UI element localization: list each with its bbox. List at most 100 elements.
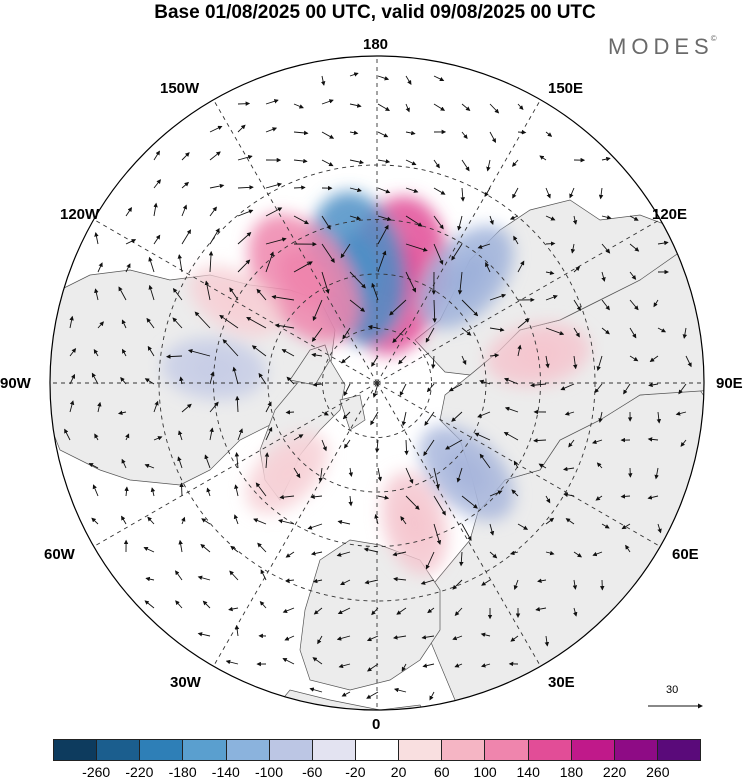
wind-vector-arrow <box>117 410 127 415</box>
wind-vector-arrow <box>209 151 221 161</box>
wind-vector-arrow <box>461 159 470 172</box>
colorbar-cell <box>182 740 226 760</box>
wind-vector-arrow <box>503 431 519 441</box>
wind-vector-arrow <box>374 513 379 525</box>
colorbar-cell <box>139 740 183 760</box>
wind-vector-arrow <box>88 463 99 469</box>
wind-vector-arrow <box>293 434 304 441</box>
wind-vector-arrow <box>209 206 217 217</box>
wind-vector-arrow <box>377 159 391 164</box>
wind-vector-arrow <box>629 355 639 362</box>
wind-vector-arrow <box>545 495 551 504</box>
wind-vector-arrow <box>237 209 254 217</box>
wind-vector-arrow <box>340 243 351 259</box>
wind-vector-arrow <box>400 515 407 525</box>
wind-vector-arrow <box>237 124 246 133</box>
wind-vector-arrow <box>448 383 463 392</box>
wind-vector-arrow <box>197 632 211 637</box>
wind-vector-arrow <box>433 187 446 195</box>
wind-vector-arrow <box>503 377 519 385</box>
wind-vector-arrow <box>535 606 547 612</box>
colorbar-tick-label: -140 <box>211 764 240 780</box>
wind-vector-arrow <box>538 463 547 469</box>
wind-vector-arrow <box>530 382 547 388</box>
wind-vector-arrow <box>349 72 359 77</box>
colorbar-cell <box>96 740 140 760</box>
wind-vector-arrow <box>657 523 662 534</box>
wind-vector-arrow <box>321 215 331 230</box>
wind-vector-arrow <box>204 280 211 301</box>
wind-vector-arrow <box>321 411 329 416</box>
wind-vector-arrow <box>454 607 463 616</box>
wind-vector-arrow <box>175 570 183 581</box>
wind-vector-arrow <box>265 207 283 217</box>
brand-text: MODES <box>608 34 714 59</box>
wind-vector-arrow <box>392 551 407 557</box>
wind-vector-arrow <box>233 514 239 525</box>
wind-vector-arrow <box>451 411 463 422</box>
colorbar-cell <box>484 740 528 760</box>
wind-vector-arrow <box>124 486 129 497</box>
wind-vector-arrow <box>147 516 155 525</box>
wind-vector-arrow <box>237 154 253 161</box>
wind-vector-arrow <box>93 348 99 357</box>
wind-vector-arrow <box>293 185 306 190</box>
wind-vector-arrow <box>563 466 575 472</box>
wind-vector-arrow <box>237 185 254 190</box>
colorbar-tick-label: -100 <box>254 764 284 780</box>
wind-vector-arrow <box>177 456 183 469</box>
wind-vector-arrow <box>341 355 351 364</box>
meridian-line <box>213 99 378 384</box>
wind-vector-arrow <box>484 187 491 198</box>
wind-vector-arrow <box>258 372 267 385</box>
wind-vector-arrow <box>459 551 464 567</box>
wind-vector-arrow <box>153 234 161 245</box>
wind-vector-arrow <box>657 327 667 333</box>
wind-vector-arrow <box>209 227 220 245</box>
wind-vector-arrow <box>208 250 214 273</box>
wind-vector-arrow <box>194 311 211 329</box>
wind-vector-arrow <box>405 75 412 85</box>
wind-vector-arrow <box>69 348 77 357</box>
wind-vector-arrow <box>144 600 155 609</box>
wind-vector-arrow <box>456 467 463 483</box>
wind-vector-arrow <box>256 288 267 301</box>
wind-vector-arrow <box>427 607 435 614</box>
wind-vector-arrow <box>377 131 389 138</box>
wind-vector-arrow <box>461 355 467 366</box>
wind-vector-arrow <box>94 288 99 301</box>
wind-vector-arrow <box>377 187 391 194</box>
wind-vector-arrow <box>348 495 353 507</box>
lon-label-60w: 60W <box>44 546 75 563</box>
wind-vector-arrow <box>489 215 494 225</box>
wind-vector-arrow <box>405 215 423 227</box>
colorbar-cell <box>268 740 312 760</box>
wind-vector-arrow <box>405 103 410 113</box>
wind-vector-arrow <box>489 103 500 114</box>
wind-vector-arrow <box>311 352 323 358</box>
map-disc-border <box>49 55 705 711</box>
wind-vector-arrow <box>153 150 160 161</box>
wind-vector-arrow <box>336 551 351 557</box>
wind-vector-arrow <box>398 355 407 365</box>
wind-vector-arrow <box>563 492 575 498</box>
wind-vector-arrow <box>234 624 240 637</box>
wind-vector-arrow <box>286 376 295 385</box>
wind-vector-arrow <box>259 600 267 609</box>
wind-vector-arrow <box>393 576 407 582</box>
wind-vector-arrow <box>187 349 211 357</box>
colorbar-tick-label: 180 <box>559 764 584 780</box>
wind-vector-arrow <box>461 103 471 112</box>
wind-vector-arrow <box>405 467 414 484</box>
wind-vector-arrow <box>237 232 252 245</box>
wind-vector-arrow <box>153 179 161 189</box>
colorbar-cell <box>54 740 97 760</box>
wind-vector-arrow <box>594 383 603 394</box>
wind-vector-arrow <box>513 460 519 469</box>
wind-vector-arrow <box>454 663 463 668</box>
reference-vector-label: 30 <box>666 684 679 696</box>
wind-vector-arrow <box>348 467 354 477</box>
wind-vector-arrow <box>371 282 379 301</box>
wind-vector-arrow <box>321 131 335 139</box>
wind-vector-arrow <box>175 600 183 609</box>
